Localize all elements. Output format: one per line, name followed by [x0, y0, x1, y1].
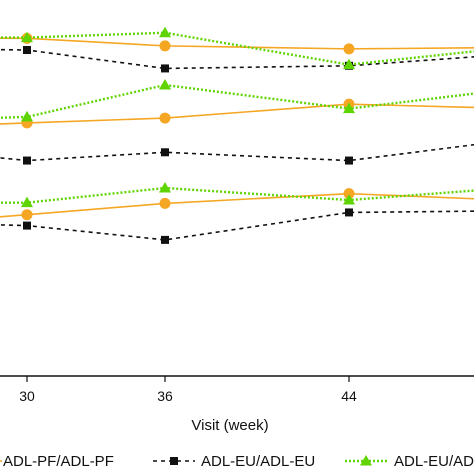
data-point-adl-eu-adl-pf-group-1 — [21, 31, 33, 43]
data-point-adl-eu-adl-eu-group-3 — [161, 235, 169, 244]
legend-item-adl-pf-adl-pf: ADL-PF/ADL-PF — [0, 453, 114, 470]
legend-item-adl-eu-adl-pf: ADL-EU/ADL-PF — [345, 453, 474, 470]
series-line-adl-eu-adl-pf-group-2 — [0, 83, 474, 119]
x-ticks: 30 36 44 — [19, 376, 357, 404]
x-tick-label: 36 — [157, 388, 173, 404]
legend-marker-swatch — [170, 457, 178, 465]
series-line-adl-pf-adl-pf-group-2 — [0, 103, 474, 125]
series-line-adl-pf-adl-pf-group-3 — [0, 192, 474, 218]
data-point-adl-eu-adl-pf-group-2 — [159, 78, 171, 90]
data-point-adl-eu-adl-eu-group-2 — [23, 156, 31, 165]
data-point-adl-pf-adl-pf-group-3 — [159, 197, 171, 209]
legend-marker-swatch — [360, 455, 372, 466]
legend-label: ADL-EU/ADL-PF — [394, 453, 474, 470]
legend-label: ADL-EU/ADL-EU — [201, 453, 315, 470]
legend: ADL-PF/ADL-PF ADL-EU/ADL-EU ADL-EU/ADL-PF — [0, 453, 474, 470]
x-tick-label: 30 — [19, 388, 35, 404]
data-point-adl-eu-adl-eu-group-2 — [345, 156, 353, 165]
data-point-adl-eu-adl-pf-group-1 — [159, 26, 171, 38]
data-point-adl-pf-adl-pf-group-1 — [343, 43, 355, 55]
data-point-adl-eu-adl-pf-group-3 — [159, 182, 171, 193]
data-point-adl-eu-adl-eu-group-3 — [345, 208, 353, 217]
data-point-adl-eu-adl-pf-group-1 — [343, 58, 355, 70]
data-point-adl-eu-adl-eu-group-3 — [23, 221, 31, 230]
data-point-adl-eu-adl-eu-group-2 — [161, 148, 169, 157]
series-line-adl-pf-adl-pf-group-1 — [0, 37, 474, 50]
data-point-adl-eu-adl-pf-group-3 — [343, 194, 355, 205]
series-line-adl-eu-adl-pf-group-3 — [0, 186, 474, 204]
data-point-adl-pf-adl-pf-group-2 — [159, 112, 171, 124]
x-axis-label: Visit (week) — [191, 417, 268, 434]
data-point-adl-eu-adl-eu-group-1 — [161, 64, 169, 73]
legend-item-adl-eu-adl-eu: ADL-EU/ADL-EU — [153, 453, 315, 470]
data-point-adl-eu-adl-pf-group-3 — [21, 196, 33, 208]
data-point-adl-eu-adl-eu-group-1 — [23, 46, 31, 55]
series-line-adl-eu-adl-eu-group-2 — [0, 143, 474, 162]
data-point-adl-eu-adl-pf-group-2 — [21, 110, 33, 122]
series-line-adl-eu-adl-eu-group-1 — [0, 48, 474, 70]
series-line-adl-eu-adl-eu-group-3 — [0, 210, 474, 241]
plot-series — [0, 26, 474, 244]
data-point-adl-eu-adl-pf-group-2 — [343, 102, 355, 114]
x-tick-label: 44 — [341, 388, 357, 404]
data-point-adl-pf-adl-pf-group-1 — [159, 40, 171, 52]
legend-label: ADL-PF/ADL-PF — [3, 453, 114, 470]
data-point-adl-pf-adl-pf-group-3 — [21, 209, 33, 221]
